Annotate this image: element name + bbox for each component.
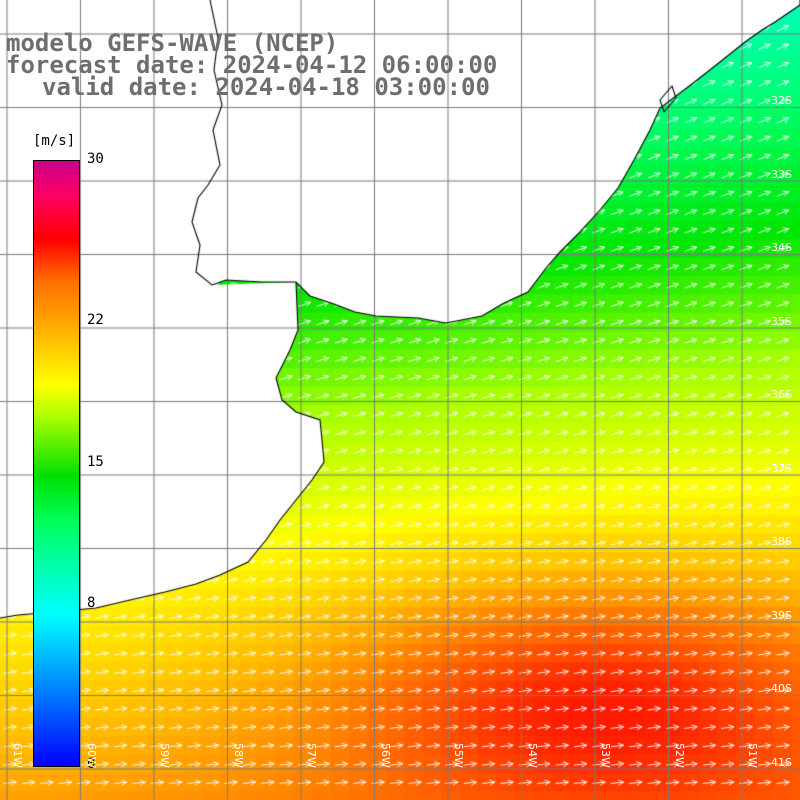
- longitude-label: 55W: [452, 743, 465, 768]
- latitude-label: 34S: [771, 241, 792, 254]
- longitude-label: 60W: [84, 743, 98, 768]
- longitude-label: 53W: [599, 743, 612, 768]
- longitude-label: 59W: [158, 743, 171, 768]
- colorbar-tick-label: 0: [87, 756, 96, 772]
- latitude-label: 41S: [771, 755, 792, 769]
- latitude-label: 37S: [771, 461, 792, 475]
- title-forecast-date: forecast date: 2024-04-12 06:00:00: [6, 51, 498, 79]
- longitude-label: 56W: [378, 743, 392, 768]
- longitude-label: 52W: [672, 743, 686, 768]
- latitude-label: 38S: [771, 535, 792, 548]
- colorbar-tick-label: 30: [87, 151, 104, 167]
- latitude-label: 35S: [771, 314, 792, 328]
- longitude-label: 54W: [525, 743, 539, 768]
- longitude-label: 58W: [231, 743, 245, 768]
- colorbar-tick-label: 15: [87, 453, 104, 470]
- title-valid-date: valid date: 2024-04-18 03:00:00: [42, 73, 490, 101]
- latitude-label: 33S: [771, 167, 792, 181]
- longitude-label: 57W: [305, 743, 318, 768]
- longitude-label: 51W: [746, 743, 759, 768]
- latitude-label: 36S: [771, 388, 792, 401]
- title-model: modelo GEFS-WAVE (NCEP): [6, 29, 339, 57]
- colorbar: [33, 160, 80, 767]
- colorbar-tick-label: 8: [87, 594, 96, 611]
- longitude-label: 61W: [11, 743, 24, 768]
- colorbar-unit: [m/s]: [33, 133, 76, 149]
- latitude-label: 32S: [771, 94, 792, 107]
- colorbar-tick-label: 22: [87, 312, 104, 329]
- latitude-label: 40S: [771, 682, 792, 695]
- latitude-label: 39S: [771, 608, 792, 622]
